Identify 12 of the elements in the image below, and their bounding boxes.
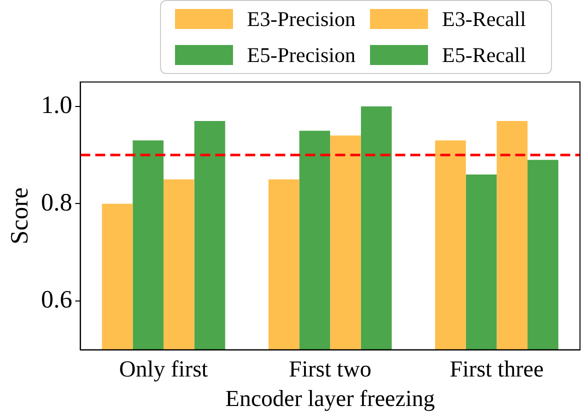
x-axis-title: Encoder layer freezing — [225, 386, 436, 412]
y-tick-label: 0.8 — [41, 189, 72, 216]
legend-label: E3-Precision — [247, 6, 356, 32]
y-axis-title: Score — [6, 187, 34, 244]
legend-label: E3-Recall — [442, 6, 526, 32]
x-tick-label: Only first — [119, 356, 209, 382]
legend-label: E5-Recall — [442, 42, 526, 68]
y-tick-label: 0.6 — [41, 286, 72, 314]
x-tick-label: First three — [450, 356, 544, 382]
y-tick-label: 1.0 — [41, 92, 72, 119]
x-tick-label: First two — [288, 356, 372, 382]
legend-label: E5-Precision — [247, 42, 356, 68]
